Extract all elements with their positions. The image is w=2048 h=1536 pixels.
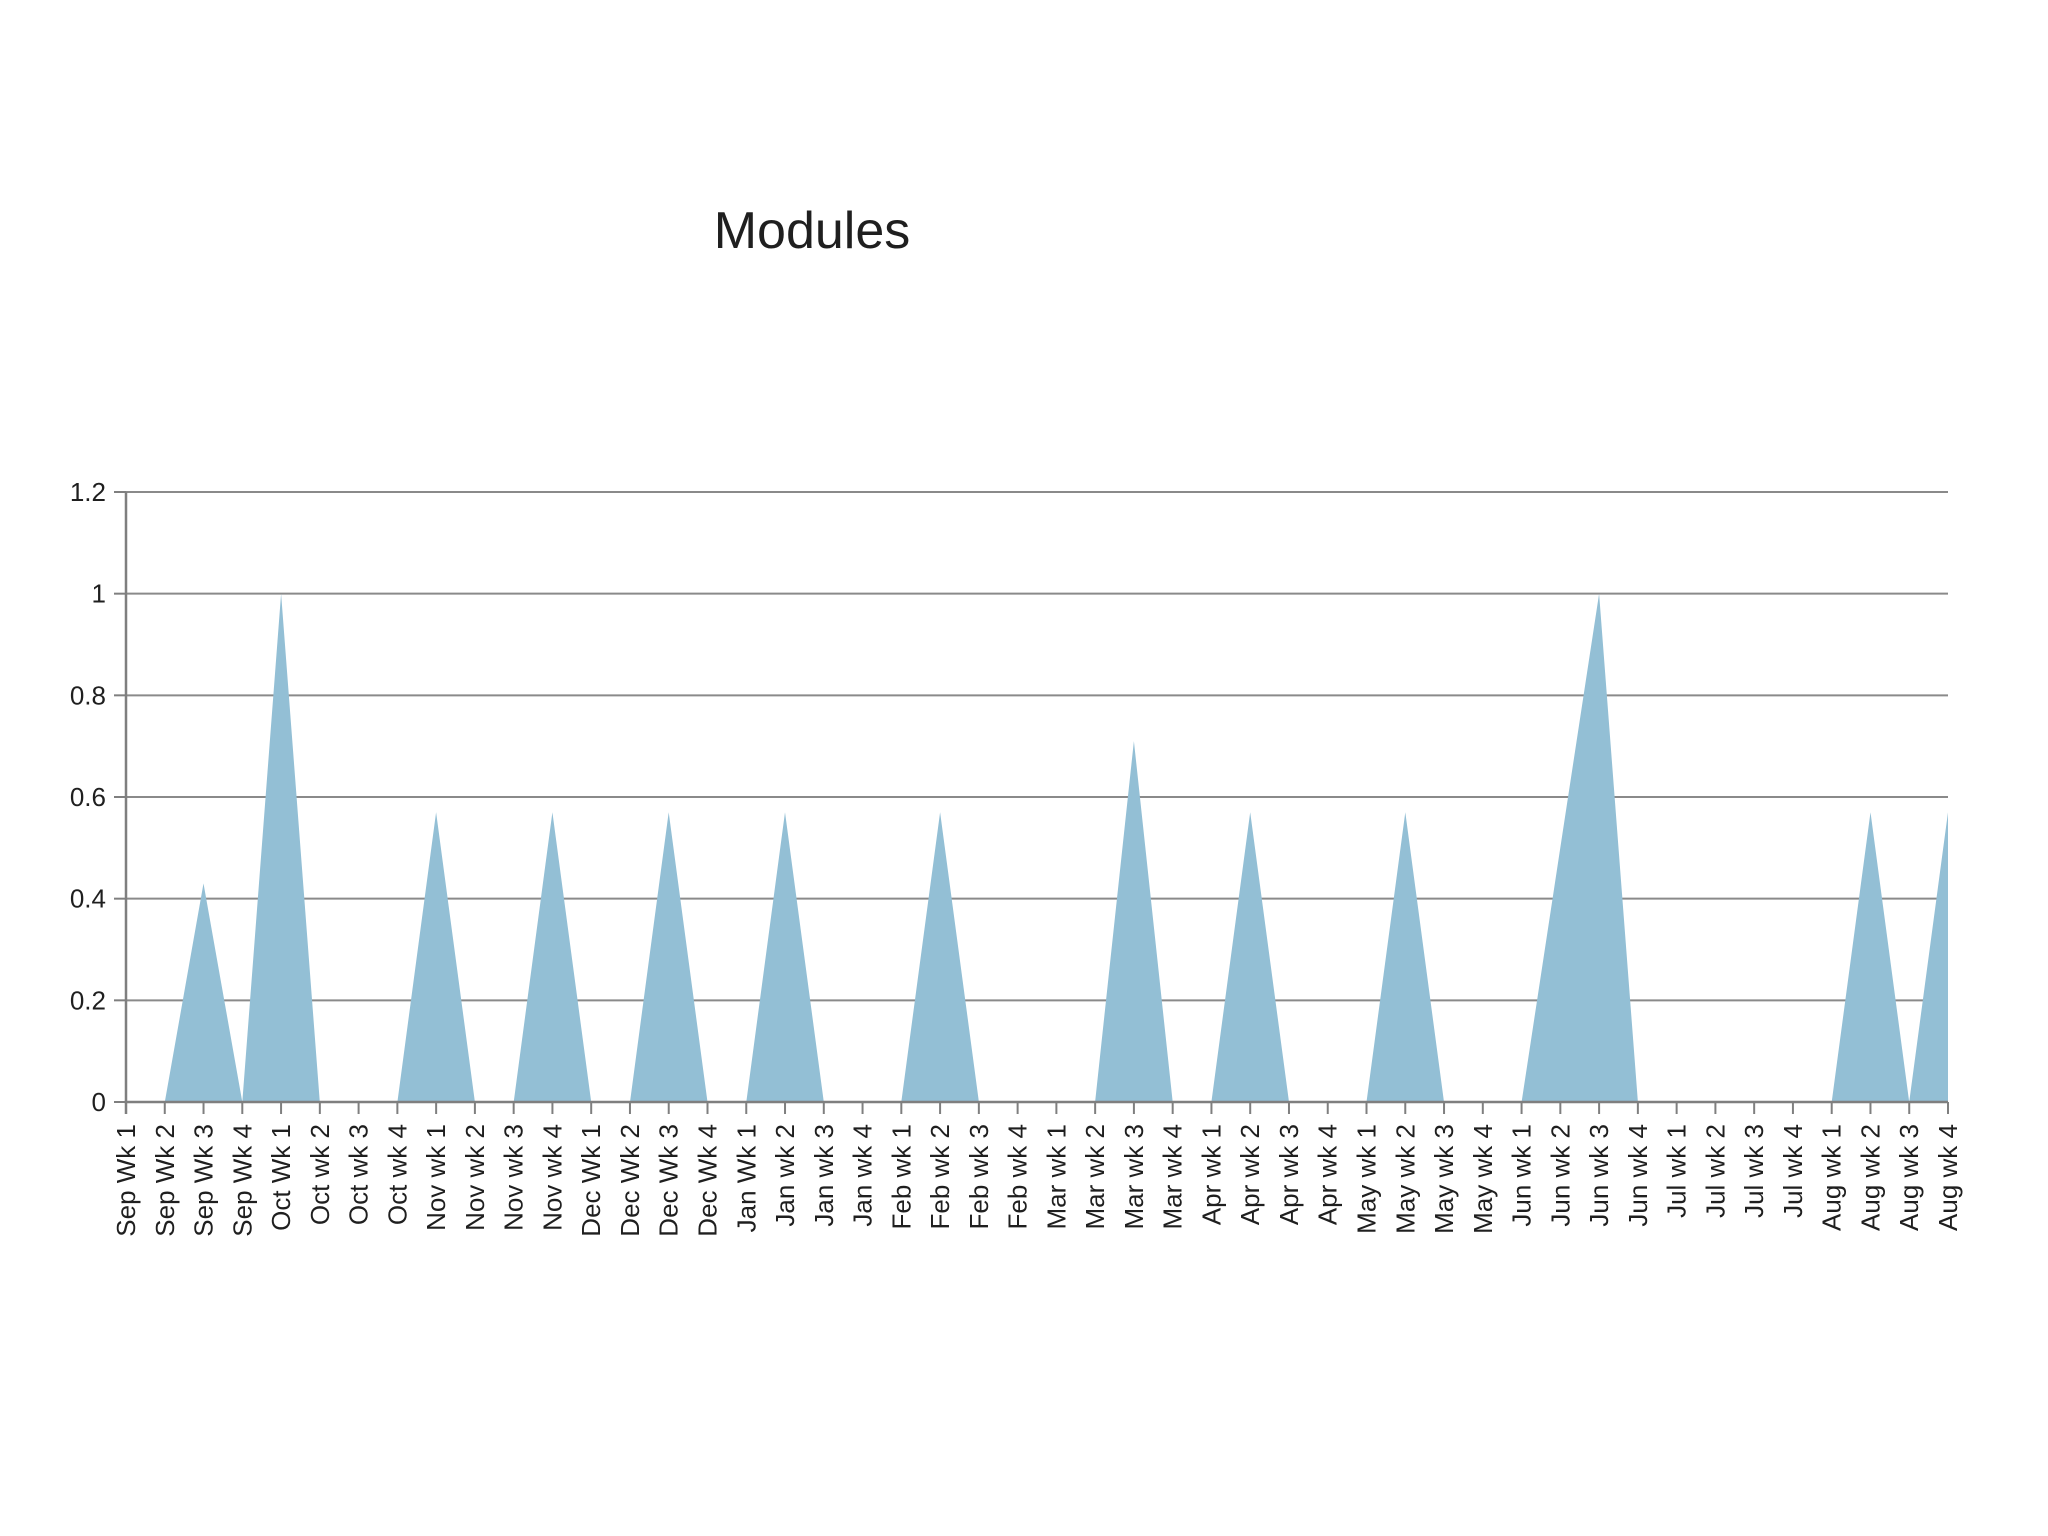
x-tick-label: Oct Wk 1 [266, 1124, 296, 1231]
x-tick-label: Dec Wk 1 [576, 1124, 606, 1237]
x-tick-label: Aug wk 2 [1855, 1124, 1885, 1231]
x-tick-label: Jan wk 3 [809, 1124, 839, 1227]
x-tick-label: May wk 4 [1468, 1124, 1498, 1234]
x-tick-label: Nov wk 1 [421, 1124, 451, 1231]
y-tick-label: 1.2 [70, 477, 106, 507]
x-tick-label: Jan wk 4 [848, 1124, 878, 1227]
x-tick-label: Aug wk 1 [1817, 1124, 1847, 1231]
x-tick-label: Dec Wk 3 [654, 1124, 684, 1237]
x-tick-label: Jan wk 2 [770, 1124, 800, 1227]
x-tick-label: Aug wk 4 [1933, 1124, 1963, 1231]
x-tick-label: Nov wk 3 [499, 1124, 529, 1231]
x-tick-label: Jul wk 1 [1662, 1124, 1692, 1218]
x-tick-label: May wk 2 [1390, 1124, 1420, 1234]
x-tick-label: May wk 1 [1352, 1124, 1382, 1234]
x-tick-label: Nov wk 2 [460, 1124, 490, 1231]
x-tick-label: Jul wk 3 [1739, 1124, 1769, 1218]
y-tick-label: 0.2 [70, 985, 106, 1015]
y-tick-label: 0.4 [70, 884, 106, 914]
x-tick-label: Jun wk 1 [1507, 1124, 1537, 1227]
x-tick-label: Mar wk 2 [1080, 1124, 1110, 1229]
x-tick-label: Feb wk 2 [925, 1124, 955, 1230]
axes-layer [114, 491, 1949, 1114]
y-tick-label: 0 [92, 1087, 106, 1117]
x-tick-label: Jun wk 2 [1545, 1124, 1575, 1227]
x-tick-label: Feb wk 4 [1003, 1124, 1033, 1230]
series-layer [126, 593, 1948, 1102]
x-tick-label: Apr wk 4 [1313, 1124, 1343, 1225]
x-tick-label: Sep Wk 3 [189, 1124, 219, 1237]
x-tick-label: Mar wk 1 [1041, 1124, 1071, 1229]
x-tick-label: Aug wk 3 [1894, 1124, 1924, 1231]
area-series-modules [126, 593, 1948, 1102]
x-tick-label: Oct wk 4 [382, 1124, 412, 1225]
x-tick-label: Nov wk 4 [537, 1124, 567, 1231]
gridlines-layer [126, 491, 1948, 1002]
x-tick-label: Mar wk 4 [1158, 1124, 1188, 1229]
x-tick-label: Feb wk 3 [964, 1124, 994, 1230]
axis-labels-layer: 0 0.2 0.4 0.6 0.8 1 1.2 Sep Wk 1 Sep Wk 2 Sep Wk … [70, 477, 1963, 1237]
y-tick-label: 0.6 [70, 782, 106, 812]
x-tick-label: Oct wk 2 [305, 1124, 335, 1225]
x-tick-label: Mar wk 3 [1119, 1124, 1149, 1229]
x-tick-label: Jul wk 2 [1700, 1124, 1730, 1218]
x-tick-label: Oct wk 3 [344, 1124, 374, 1225]
x-tick-label: May wk 3 [1429, 1124, 1459, 1234]
x-tick-label: Jul wk 4 [1778, 1124, 1808, 1218]
x-tick-label: Feb wk 1 [886, 1124, 916, 1230]
x-tick-label: Dec Wk 4 [692, 1124, 722, 1237]
x-tick-label: Dec Wk 2 [615, 1124, 645, 1237]
x-tick-label: Apr wk 2 [1235, 1124, 1265, 1225]
x-tick-label: Jun wk 3 [1584, 1124, 1614, 1227]
x-tick-label: Jun wk 4 [1623, 1124, 1653, 1227]
x-tick-label: Sep Wk 2 [150, 1124, 180, 1237]
y-tick-label: 1 [92, 579, 106, 609]
x-tick-label: Sep Wk 1 [111, 1124, 141, 1237]
x-tick-label: Apr wk 1 [1196, 1124, 1226, 1225]
x-tick-label: Apr wk 3 [1274, 1124, 1304, 1225]
chart-title: Modules [714, 202, 911, 260]
x-tick-label: Jan Wk 1 [731, 1124, 761, 1232]
x-tick-label: Sep Wk 4 [227, 1124, 257, 1237]
y-tick-label: 0.8 [70, 680, 106, 710]
